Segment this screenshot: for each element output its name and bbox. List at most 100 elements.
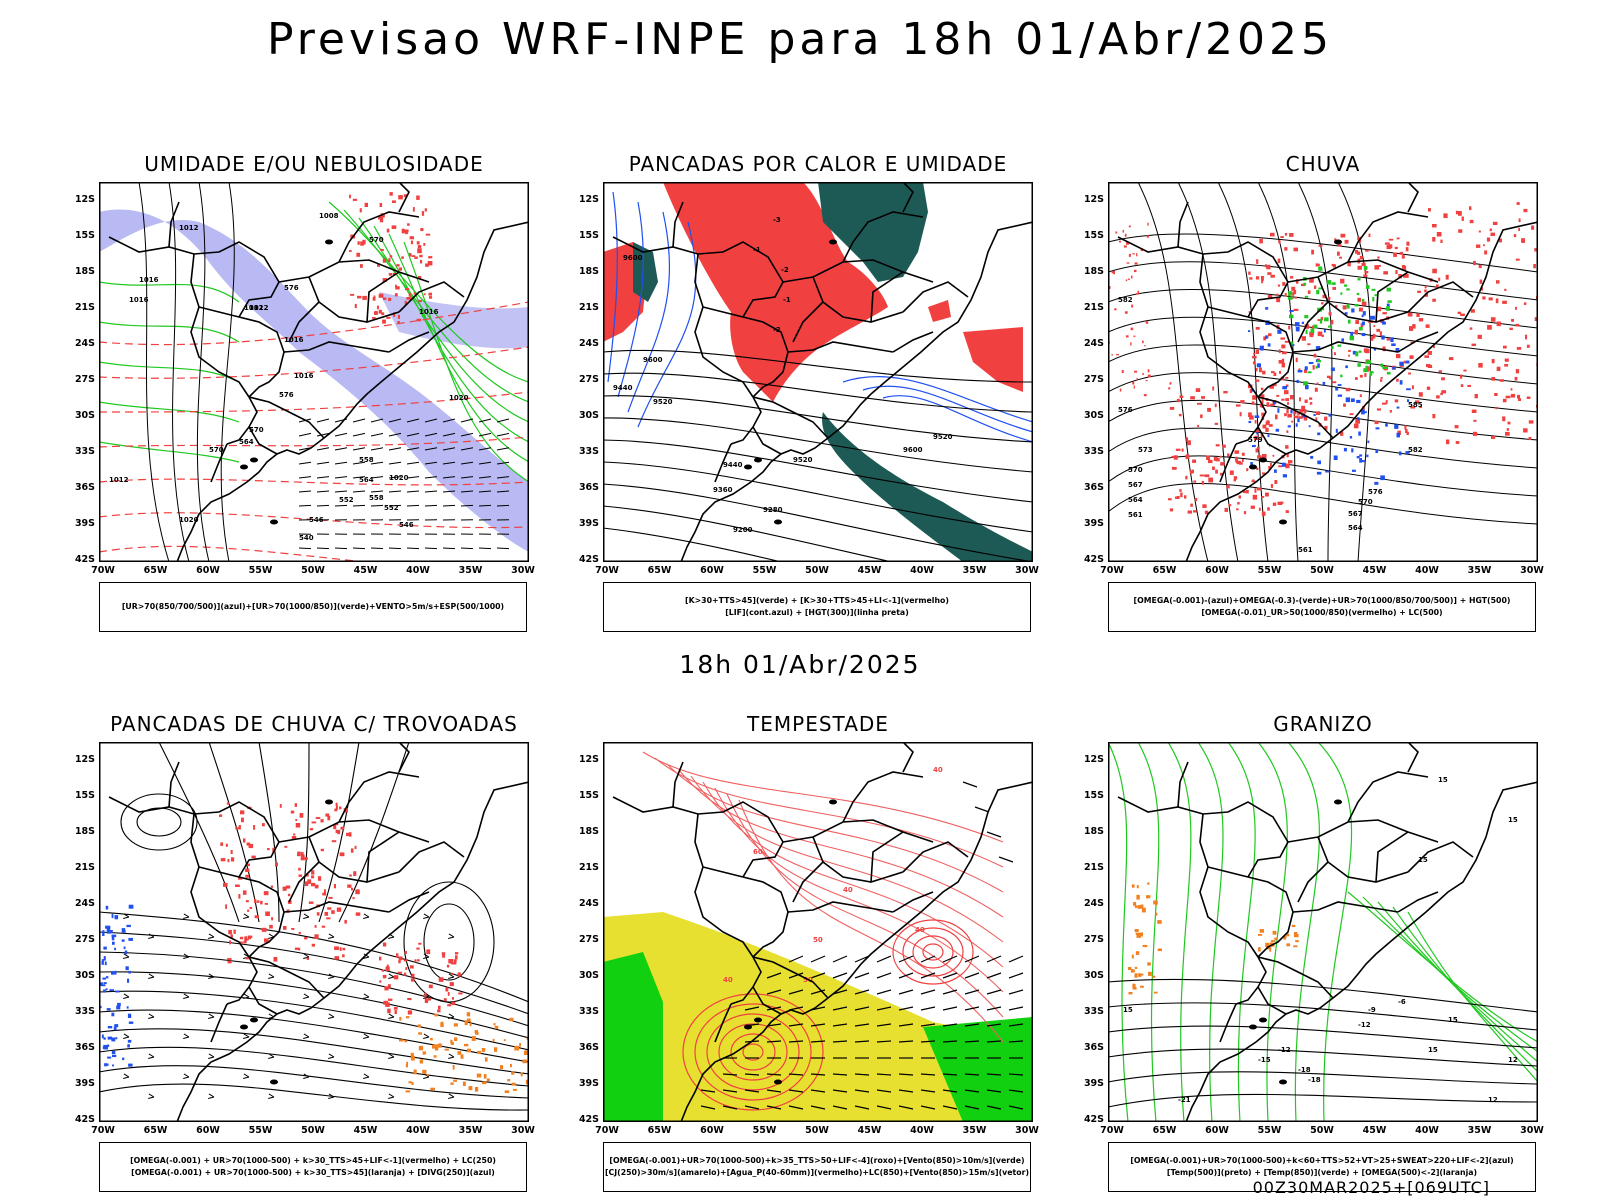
cell bbox=[1278, 240, 1281, 244]
cell bbox=[1315, 365, 1318, 369]
cell bbox=[522, 1059, 527, 1064]
lon-tick-label: 70W bbox=[1100, 565, 1124, 576]
contour-line bbox=[1108, 233, 1538, 273]
cell bbox=[111, 1037, 116, 1042]
cell bbox=[1256, 432, 1259, 435]
cell bbox=[469, 1022, 472, 1027]
cell bbox=[263, 891, 269, 896]
border-line bbox=[1407, 281, 1474, 313]
cell bbox=[1283, 936, 1287, 938]
cell bbox=[1239, 412, 1242, 417]
cell bbox=[380, 249, 384, 251]
unstable-region bbox=[928, 300, 951, 322]
cell bbox=[1275, 414, 1278, 420]
cell bbox=[1269, 947, 1272, 952]
cell bbox=[1261, 279, 1264, 284]
cell bbox=[1330, 367, 1335, 372]
wind-arrow bbox=[334, 476, 348, 479]
cell bbox=[1366, 367, 1370, 370]
rh-contours bbox=[99, 281, 240, 463]
cell bbox=[247, 935, 252, 940]
contour-label: 582 bbox=[1408, 446, 1423, 454]
cell bbox=[1388, 238, 1394, 241]
cell bbox=[1441, 377, 1445, 381]
contour-label: 582 bbox=[1118, 296, 1133, 304]
cell bbox=[1412, 324, 1416, 329]
cell bbox=[1335, 305, 1338, 308]
cell bbox=[1284, 293, 1287, 297]
contour-label: 570 bbox=[1358, 498, 1373, 506]
cell bbox=[1264, 264, 1267, 268]
wind-arrow bbox=[316, 490, 330, 493]
cell bbox=[430, 1038, 433, 1041]
cell bbox=[1301, 283, 1305, 287]
cell bbox=[126, 924, 131, 928]
cell bbox=[104, 961, 107, 966]
cell bbox=[1215, 457, 1220, 462]
cell bbox=[381, 969, 384, 972]
cell bbox=[416, 195, 420, 200]
border-line bbox=[283, 901, 390, 913]
cell bbox=[1130, 342, 1132, 346]
lat-tick-label: 24S bbox=[74, 338, 95, 349]
wind-arrow bbox=[986, 1040, 1002, 1043]
wind-arrow bbox=[460, 490, 474, 493]
cell bbox=[265, 911, 270, 916]
cell bbox=[1344, 239, 1349, 244]
lat-tick-label: 21S bbox=[1083, 302, 1104, 313]
wind-arrow bbox=[876, 1105, 892, 1110]
cell bbox=[1295, 327, 1300, 332]
border-line bbox=[288, 861, 320, 903]
wind-arrow bbox=[832, 1073, 848, 1076]
cell bbox=[466, 1012, 471, 1017]
cell bbox=[1510, 388, 1513, 391]
cell bbox=[1294, 415, 1299, 419]
arrow-head bbox=[363, 993, 370, 999]
cell bbox=[1254, 415, 1260, 418]
cell bbox=[1517, 394, 1520, 399]
contour-line bbox=[1108, 427, 1538, 469]
cell bbox=[1490, 317, 1496, 322]
cell bbox=[504, 1090, 510, 1093]
coastline bbox=[680, 781, 1033, 1122]
cell bbox=[1134, 370, 1138, 373]
cell bbox=[453, 1079, 457, 1082]
arrow-head bbox=[268, 1053, 275, 1059]
lat-tick-label: 21S bbox=[74, 862, 95, 873]
wind-arrow bbox=[942, 1089, 958, 1093]
cell bbox=[320, 848, 324, 852]
wind-arrow bbox=[1008, 1006, 1024, 1011]
cell bbox=[378, 215, 383, 220]
cell bbox=[1460, 313, 1465, 316]
cell bbox=[1270, 274, 1275, 278]
contour-line bbox=[1317, 742, 1353, 1122]
jet-region bbox=[603, 912, 1033, 1122]
cell bbox=[349, 250, 352, 252]
arrow-head bbox=[448, 1053, 455, 1059]
cell bbox=[320, 819, 324, 823]
cell bbox=[1351, 398, 1355, 402]
cell bbox=[1229, 470, 1234, 475]
cell bbox=[449, 982, 454, 987]
cell bbox=[1265, 492, 1269, 497]
lat-tick-label: 27S bbox=[578, 374, 599, 385]
cell bbox=[1396, 378, 1399, 382]
cell bbox=[1241, 459, 1244, 462]
contour-label: 561 bbox=[1128, 511, 1143, 519]
wind-arrow bbox=[986, 831, 1002, 838]
wind-arrow bbox=[700, 1089, 716, 1093]
cell bbox=[1133, 335, 1136, 337]
cell bbox=[1279, 370, 1282, 374]
wind-arrow bbox=[986, 972, 1002, 979]
cell bbox=[1261, 399, 1264, 404]
wind-arrow bbox=[788, 989, 804, 995]
cell bbox=[1375, 449, 1379, 453]
lat-tick-label: 15S bbox=[578, 790, 599, 801]
wind-arrow bbox=[964, 1040, 980, 1043]
lat-tick-label: 39S bbox=[578, 518, 599, 529]
wind-arrow bbox=[964, 1089, 980, 1093]
cell bbox=[115, 990, 120, 993]
lat-tick-label: 18S bbox=[578, 266, 599, 277]
cell bbox=[1136, 377, 1138, 381]
wind-arrow bbox=[496, 504, 510, 507]
